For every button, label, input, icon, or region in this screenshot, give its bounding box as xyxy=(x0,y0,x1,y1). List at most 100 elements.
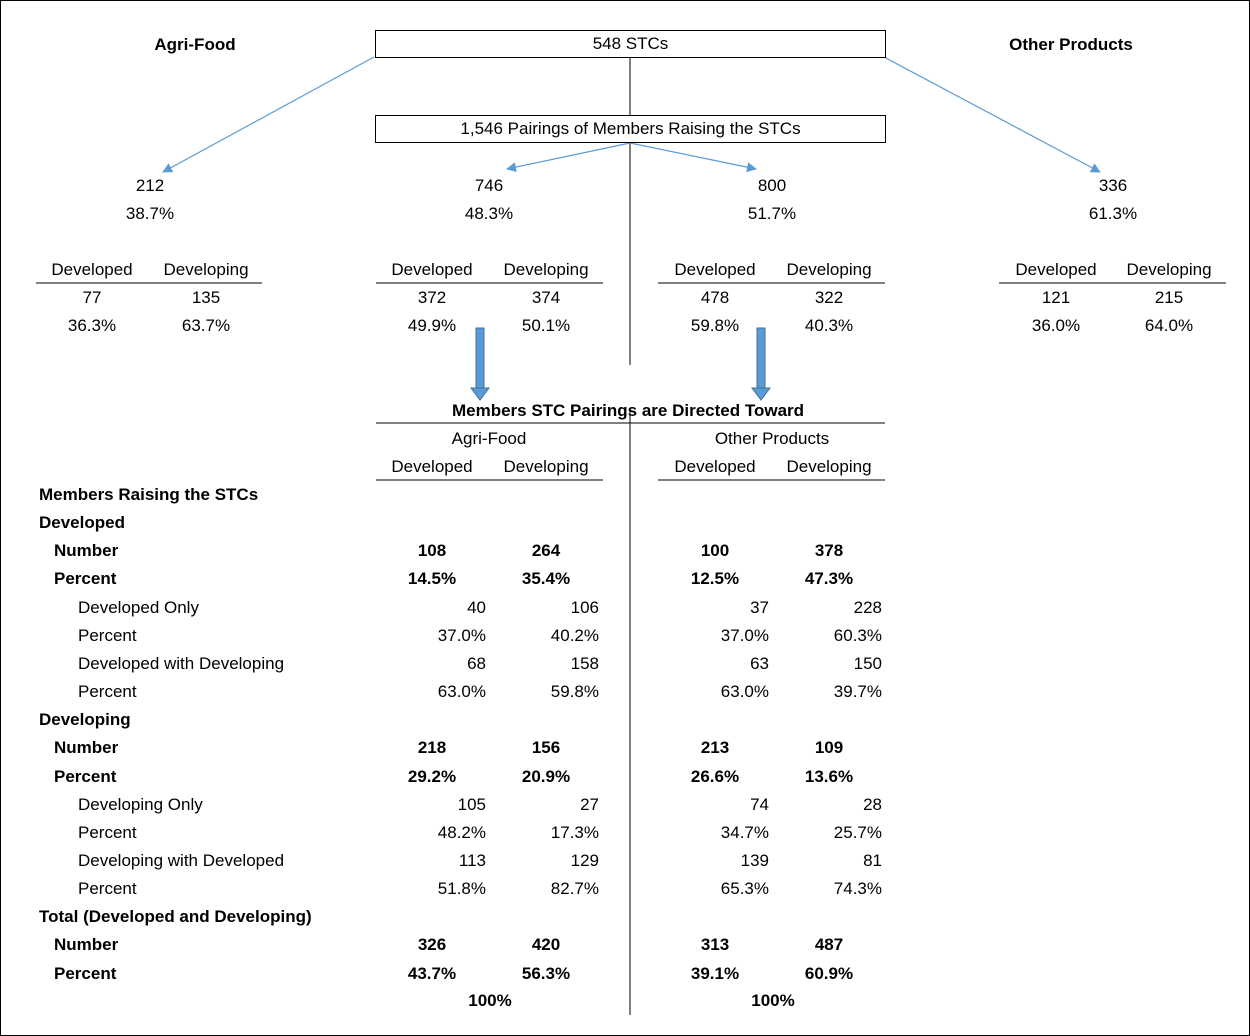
table-row-label: Number xyxy=(54,935,119,954)
table-cell: 129 xyxy=(570,851,599,870)
table-row-label: Developed Only xyxy=(78,598,199,617)
table-row-label: Percent xyxy=(78,879,137,898)
total-agri-100: 100% xyxy=(468,991,512,1010)
table-cell: 82.7% xyxy=(550,879,599,898)
table-row-label: Developing xyxy=(39,710,131,729)
table-row-label: Developed with Developing xyxy=(78,654,285,673)
pair-agri-developing-pct: 50.1% xyxy=(521,316,571,335)
table-cell: 81 xyxy=(863,851,882,870)
table-cell: 37.0% xyxy=(720,626,769,645)
table-row-label: Developing with Developed xyxy=(78,851,285,870)
pair-agri-developed-pct: 49.9% xyxy=(407,316,457,335)
agri-count: 212 xyxy=(135,176,165,195)
arrow-to-pair-other xyxy=(629,142,757,173)
table-cell: 139 xyxy=(740,851,769,870)
other-developing-count: 215 xyxy=(1154,288,1184,307)
table-row-label: Number xyxy=(54,738,119,757)
table-row-label: Total (Developed and Developing) xyxy=(39,907,312,926)
table-row-label: Members Raising the STCs xyxy=(39,485,259,504)
table-col-agri-developed: Developed xyxy=(391,457,473,476)
table-cell: 29.2% xyxy=(407,767,457,786)
table-cell: 68 xyxy=(467,654,486,673)
table-cell: 109 xyxy=(814,738,844,757)
table-row-label: Developed xyxy=(39,513,125,532)
pair-agri-count: 746 xyxy=(474,176,504,195)
table-cell: 228 xyxy=(853,598,882,617)
table-row-label: Percent xyxy=(78,626,137,645)
pair-other-developing-count: 322 xyxy=(814,288,844,307)
agri-developing-count: 135 xyxy=(191,288,221,307)
table-row-label: Percent xyxy=(54,767,117,786)
agri-developed-header: Developed xyxy=(51,260,133,279)
pair-agri-developed-header: Developed xyxy=(391,260,473,279)
table-cell: 51.8% xyxy=(437,879,486,898)
arrow-to-pair-agri xyxy=(506,142,631,173)
table-col-other-developed: Developed xyxy=(674,457,756,476)
table-cell: 420 xyxy=(531,935,561,954)
total-stcs-label: 548 STCs xyxy=(592,34,669,53)
table-cell: 156 xyxy=(531,738,561,757)
table-cell: 20.9% xyxy=(521,767,571,786)
table-cell: 14.5% xyxy=(407,569,457,588)
arrow-to-other xyxy=(883,56,1101,173)
table-row-label: Number xyxy=(54,541,119,560)
other-developed-count: 121 xyxy=(1041,288,1071,307)
table-cell: 158 xyxy=(570,654,599,673)
pairings-box: 1,546 Pairings of Members Raising the ST… xyxy=(375,115,886,143)
table-cell: 60.3% xyxy=(833,626,882,645)
table-cell: 264 xyxy=(531,541,561,560)
pair-other-developed-count: 478 xyxy=(700,288,730,307)
table-cell: 48.2% xyxy=(437,823,486,842)
table-cell: 113 xyxy=(458,851,486,870)
pair-agri-developing-header: Developing xyxy=(503,260,589,279)
table-cell: 65.3% xyxy=(720,879,769,898)
table-cell: 100 xyxy=(700,541,730,560)
table-cell: 56.3% xyxy=(521,964,571,983)
table-cell: 218 xyxy=(417,738,447,757)
table-cell: 40.2% xyxy=(550,626,599,645)
agri-food-title: Agri-Food xyxy=(154,35,236,54)
agri-developed-pct: 36.3% xyxy=(67,316,117,335)
table-cell: 378 xyxy=(814,541,844,560)
agri-developing-pct: 63.7% xyxy=(181,316,231,335)
table-cell: 35.4% xyxy=(521,569,571,588)
table-group-agri: Agri-Food xyxy=(451,429,527,448)
table-row-label: Percent xyxy=(54,569,117,588)
table-cell: 17.3% xyxy=(550,823,599,842)
pair-other-developing-header: Developing xyxy=(786,260,872,279)
table-cell: 63 xyxy=(750,654,769,673)
other-developing-header: Developing xyxy=(1126,260,1212,279)
pair-agri-pct: 48.3% xyxy=(464,204,514,223)
table-cell: 213 xyxy=(700,738,730,757)
table-cell: 12.5% xyxy=(690,569,740,588)
table-cell: 150 xyxy=(853,654,882,673)
total-other-100: 100% xyxy=(751,991,795,1010)
table-cell: 59.8% xyxy=(550,682,599,701)
table-cell: 105 xyxy=(457,795,486,814)
table-cell: 74 xyxy=(750,795,769,814)
total-stcs-box: 548 STCs xyxy=(375,30,886,58)
table-row-label: Developing Only xyxy=(78,795,203,814)
table-cell: 37.0% xyxy=(437,626,486,645)
table-cell: 63.0% xyxy=(720,682,769,701)
down-arrow-agri xyxy=(470,327,490,401)
pair-other-developed-header: Developed xyxy=(674,260,756,279)
table-cell: 326 xyxy=(417,935,447,954)
table-cell: 13.6% xyxy=(804,767,854,786)
other-products-title: Other Products xyxy=(1009,35,1133,54)
table-cell: 487 xyxy=(814,935,844,954)
table-col-other-developing: Developing xyxy=(786,457,872,476)
table-cell: 60.9% xyxy=(804,964,854,983)
table-cell: 39.1% xyxy=(690,964,740,983)
table-cell: 108 xyxy=(417,541,447,560)
arrow-to-agri xyxy=(162,56,375,173)
table-title: Members STC Pairings are Directed Toward xyxy=(451,401,805,420)
pairings-label: 1,546 Pairings of Members Raising the ST… xyxy=(460,119,801,138)
pair-other-developed-pct: 59.8% xyxy=(690,316,740,335)
table-cell: 63.0% xyxy=(437,682,486,701)
agri-pct: 38.7% xyxy=(125,204,175,223)
table-cell: 74.3% xyxy=(833,879,882,898)
table-cell: 39.7% xyxy=(833,682,882,701)
other-developing-pct: 64.0% xyxy=(1144,316,1194,335)
